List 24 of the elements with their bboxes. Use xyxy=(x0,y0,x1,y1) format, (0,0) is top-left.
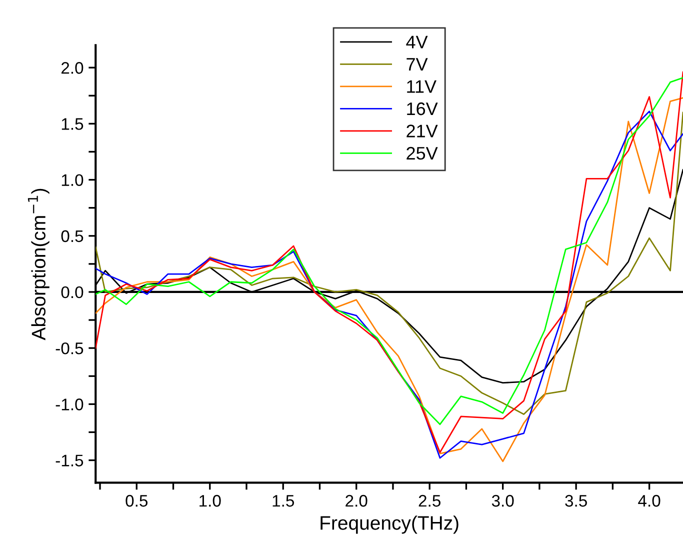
x-tick-label: 1.5 xyxy=(272,495,294,507)
legend-label: 21V xyxy=(406,124,438,138)
legend-label: 25V xyxy=(406,146,438,160)
x-tick-label: 3.5 xyxy=(565,494,587,507)
x-axis-title: Frequency(THz) xyxy=(320,516,458,534)
y-tick-label: 1.5 xyxy=(62,118,84,130)
x-tick-label: 3.0 xyxy=(492,494,514,507)
y-tick-label: -0.5 xyxy=(56,342,84,354)
y-tick-label: -1.5 xyxy=(56,454,84,466)
x-tick-label: 1.0 xyxy=(200,494,221,507)
legend-label: 7V xyxy=(406,58,428,71)
y-tick-label: 2.0 xyxy=(61,62,84,74)
legend-label: 16V xyxy=(407,102,438,116)
x-tick-label: 2.0 xyxy=(346,494,368,507)
y-tick-label: 1.0 xyxy=(62,174,84,186)
y-tick-label: -1.0 xyxy=(56,398,84,410)
y-tick-label: 0.5 xyxy=(61,230,84,242)
legend-label: 11V xyxy=(407,80,436,93)
y-tick-label: 0.0 xyxy=(61,286,84,298)
x-tick-label: 4.0 xyxy=(638,494,660,507)
legend-label: 4V xyxy=(406,36,428,48)
y-axis-title: Absorption(cm$^{−1}$) xyxy=(28,188,50,340)
x-tick-label: 2.5 xyxy=(418,494,440,507)
x-tick-label: 0.5 xyxy=(126,494,148,507)
